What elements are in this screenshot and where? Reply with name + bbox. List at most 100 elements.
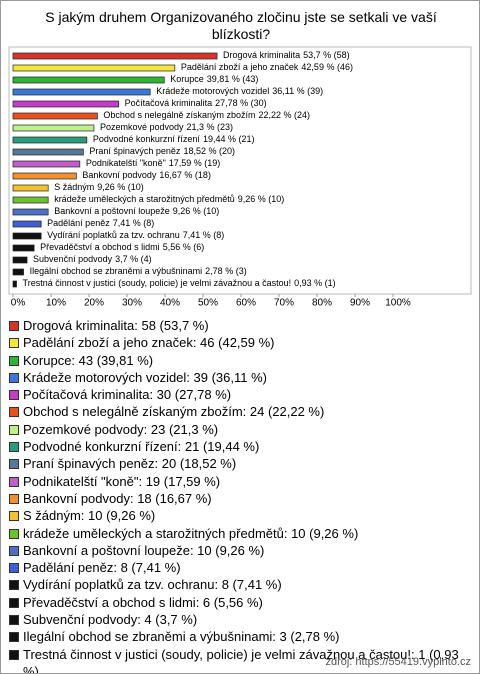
- legend-label: Podvodné konkurzní řízení: 21 (19,44 %): [23, 439, 260, 455]
- legend-swatch: [9, 372, 19, 383]
- bar-label: Bankovní a poštovní loupeže 9,26 % (10): [54, 206, 219, 216]
- legend-label: Padělání zboží a jeho značek: 46 (42,59 …: [23, 335, 275, 351]
- legend-swatch: [9, 338, 19, 349]
- legend-item: Převaděčství a obchod s lidmi: 6 (5,56 %…: [9, 594, 471, 611]
- chart: 0% 10% 20% 30% 40% 50% 60% 70% 80% 90% 100% Drogová…: [8, 46, 472, 309]
- category-label: S žádným: [54, 182, 94, 192]
- category-label: Trestná činnost v justici (soudy, polici…: [23, 278, 292, 288]
- category-label: Krádeže motorových vozidel: [156, 86, 269, 96]
- value-label: 5,56 % (6): [163, 242, 205, 252]
- bar-label: Korupce 39,81 % (43): [170, 74, 258, 84]
- x-tick-label: 100%: [385, 298, 411, 309]
- bar: [12, 208, 49, 216]
- bar: [12, 196, 49, 204]
- legend-label: Subvenční podvody: 4 (3,7 %): [23, 612, 198, 628]
- bar-label: Převaděčství a obchod s lidmi 5,56 % (6): [40, 242, 204, 252]
- legend-item: Bankovní a poštovní loupeže: 10 (9,26 %): [9, 542, 471, 559]
- bar-label: Krádeže motorových vozidel 36,11 % (39): [156, 86, 323, 96]
- category-label: Pozemkové podvody: [100, 122, 184, 132]
- bar: [12, 172, 77, 180]
- bar-label: Obchod s nelegálně získaným zbožím 22,22 …: [103, 110, 310, 120]
- legend-swatch: [9, 407, 19, 418]
- legend-swatch: [9, 355, 19, 366]
- value-label: 19,44 % (21): [203, 134, 255, 144]
- legend-swatch: [9, 545, 19, 556]
- legend-label: Převaděčství a obchod s lidmi: 6 (5,56 %…: [23, 594, 263, 610]
- bar-label: Podnikatelští "koně" 17,59 % (19): [86, 158, 220, 168]
- legend-item: Obchod s nelegálně získaným zbožím: 24 (…: [9, 403, 471, 420]
- legend-label: krádeže uměleckých a starožitných předmě…: [23, 525, 359, 541]
- bar: [12, 256, 28, 264]
- legend-label: Drogová kriminalita: 58 (53,7 %): [23, 318, 209, 333]
- category-label: Bankovní podvody: [82, 170, 157, 180]
- x-tick-label: 0%: [11, 298, 26, 309]
- bar-label: Počítačová kriminalita 27,78 % (30): [125, 98, 267, 108]
- legend-label: Ilegální obchod se zbraněmi a výbušninam…: [23, 629, 340, 645]
- value-label: 53,7 % (58): [303, 50, 350, 60]
- bar-label: krádeže uměleckých a starožitných předmě…: [54, 194, 284, 204]
- value-label: 36,11 % (39): [272, 86, 323, 96]
- bar-label: Vydírání poplatků za tzv. ochranu 7,41 % …: [47, 230, 224, 240]
- legend-swatch: [9, 390, 19, 401]
- category-label: Padělání zboží a jeho značek: [181, 62, 299, 72]
- legend-swatch: [9, 615, 19, 626]
- value-label: 39,81 % (43): [207, 74, 259, 84]
- bar: [12, 148, 84, 156]
- value-label: 7,41 % (8): [183, 230, 225, 240]
- category-label: Korupce: [170, 74, 204, 84]
- category-label: Podvodné konkurzní řízení: [93, 134, 201, 144]
- legend-label: Padělání peněz: 8 (7,41 %): [23, 560, 181, 576]
- x-tick-label: 50%: [198, 298, 218, 309]
- category-label: Ilegální obchod se zbraněmi a výbušninam…: [30, 266, 203, 276]
- legend-swatch: [9, 632, 19, 643]
- legend-item: Krádeže motorových vozidel: 39 (36,11 %): [9, 369, 471, 386]
- bar: [12, 112, 98, 120]
- bar: [12, 160, 81, 168]
- bar-label: Praní špinavých peněz 18,52 % (20): [89, 146, 235, 156]
- legend-swatch: [9, 597, 19, 608]
- bar: [12, 244, 35, 252]
- legend: Drogová kriminalita: 58 (53,7 %) Padělání…: [9, 317, 471, 674]
- bar: [12, 268, 24, 276]
- bar: [12, 76, 165, 84]
- legend-swatch: [9, 321, 19, 331]
- bar: [12, 232, 42, 240]
- legend-swatch: [9, 528, 19, 539]
- x-tick-label: 30%: [122, 298, 142, 309]
- legend-swatch: [9, 476, 19, 487]
- bar: [12, 88, 151, 96]
- bar: [12, 136, 88, 144]
- legend-item: S žádným: 10 (9,26 %): [9, 507, 471, 524]
- legend-label: S žádným: 10 (9,26 %): [23, 508, 156, 524]
- value-label: 22,22 % (24): [259, 110, 311, 120]
- legend-item: Pozemkové podvody: 23 (21,3 %): [9, 421, 471, 438]
- value-label: 9,26 % (10): [238, 194, 285, 204]
- category-label: Obchod s nelegálně získaným zbožím: [103, 110, 255, 120]
- legend-label: Praní špinavých peněz: 20 (18,52 %): [23, 456, 237, 472]
- value-label: 17,59 % (19): [169, 158, 221, 168]
- legend-item: Subvenční podvody: 4 (3,7 %): [9, 611, 471, 628]
- bar-label: Padělání zboží a jeho značek 42,59 % (46): [181, 62, 353, 72]
- source: zdroj: https://55419.vyplnto.cz: [325, 656, 471, 668]
- legend-label: Trestná činnost v justici (soudy, polici…: [23, 646, 459, 674]
- legend-label: Korupce: 43 (39,81 %): [23, 352, 154, 368]
- category-label: Praní špinavých peněz: [89, 146, 181, 156]
- bar: [12, 184, 49, 192]
- value-label: 7,41 % (8): [113, 218, 155, 228]
- legend-swatch: [9, 580, 19, 591]
- category-label: Bankovní a poštovní loupeže: [54, 206, 170, 216]
- value-label: 16,67 % (18): [159, 170, 211, 180]
- x-tick-label: 70%: [274, 298, 294, 309]
- chart-title: S jakým druhem Organizovaného zločinu js…: [45, 9, 437, 42]
- bar-label: Pozemkové podvody 21,3 % (23): [100, 122, 233, 132]
- category-label: Drogová kriminalita: [223, 50, 300, 60]
- legend-swatch: [9, 442, 19, 453]
- value-label: 27,78 % (30): [215, 98, 267, 108]
- legend-item: Počítačová kriminalita: 30 (27,78 %): [9, 386, 471, 403]
- legend-swatch: [9, 459, 19, 470]
- legend-label: Počítačová kriminalita: 30 (27,78 %): [23, 387, 232, 403]
- value-label: 42,59 % (46): [301, 62, 353, 72]
- legend-label: Bankovní podvody: 18 (16,67 %): [23, 490, 212, 506]
- bar: [12, 100, 119, 108]
- legend-item: Korupce: 43 (39,81 %): [9, 352, 471, 369]
